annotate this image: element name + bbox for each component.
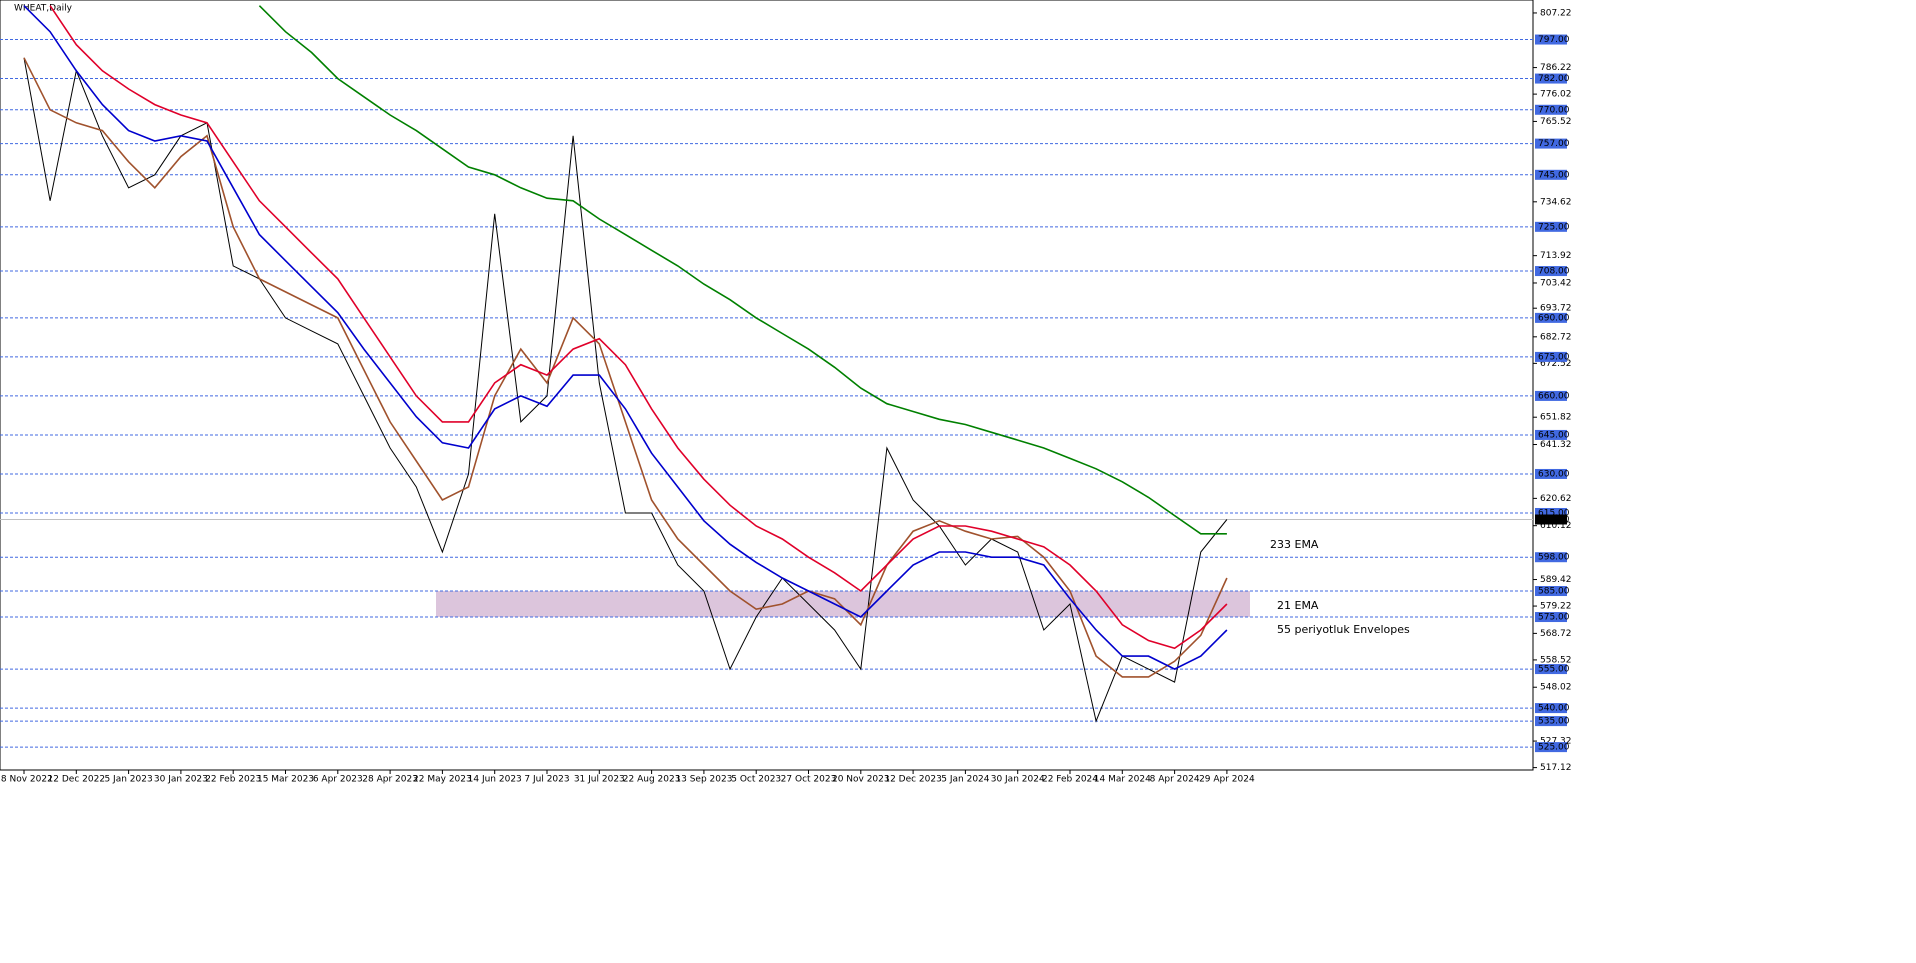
level-label-box	[1535, 221, 1567, 232]
y-tick-label: 713.92	[1540, 251, 1572, 261]
y-tick-label: 610.12	[1540, 521, 1572, 531]
y-tick-label: 734.62	[1540, 197, 1572, 207]
level-label-box	[1535, 703, 1567, 714]
y-tick-label: 548.02	[1540, 683, 1572, 693]
y-tick-label: 682.72	[1540, 332, 1572, 342]
level-label-box	[1535, 312, 1567, 323]
level-label: 585.00	[1538, 587, 1570, 597]
level-label-box	[1535, 351, 1567, 362]
level-label: 645.00	[1538, 430, 1570, 440]
level-label: 745.00	[1538, 170, 1570, 180]
level-label-box	[1535, 716, 1567, 727]
level-label: 555.00	[1538, 665, 1570, 675]
x-tick-label: 30 Jan 2023	[154, 775, 208, 785]
x-tick-label: 5 Jan 2023	[104, 775, 152, 785]
level-label-box	[1535, 664, 1567, 675]
y-tick-label: 807.22	[1540, 8, 1572, 18]
x-tick-label: 22 May 2023	[413, 775, 472, 785]
level-label: 797.00	[1538, 35, 1570, 45]
x-tick-label: 22 Aug 2023	[623, 775, 681, 785]
series-line	[23, 5, 1228, 670]
level-label: 725.00	[1538, 222, 1570, 232]
series-label: 55 periyotluk Envelopes	[1277, 623, 1410, 636]
level-label-box	[1535, 586, 1567, 597]
series-line	[258, 5, 1227, 535]
level-label: 770.00	[1538, 105, 1570, 115]
level-label: 675.00	[1538, 352, 1570, 362]
level-label-box	[1535, 138, 1567, 149]
level-label-box	[1535, 169, 1567, 180]
x-tick-label: 12 Dec 2023	[884, 775, 942, 785]
series-line	[23, 57, 1228, 723]
x-tick-label: 22 Feb 2024	[1042, 775, 1098, 785]
x-tick-label: 28 Apr 2023	[362, 775, 418, 785]
x-tick-label: 15 Mar 2023	[257, 775, 314, 785]
level-label: 535.00	[1538, 717, 1570, 727]
x-tick-label: 12 Dec 2022	[48, 775, 106, 785]
y-tick-label: 776.02	[1540, 90, 1572, 100]
x-tick-label: 13 Sep 2023	[675, 775, 732, 785]
x-tick-label: 7 Jul 2023	[524, 775, 569, 785]
level-label: 630.00	[1538, 469, 1570, 479]
level-label-box	[1535, 73, 1567, 84]
x-tick-label: 20 Nov 2023	[832, 775, 890, 785]
x-tick-label: 31 Jul 2023	[574, 775, 625, 785]
level-label-box	[1535, 742, 1567, 753]
x-tick-label: 30 Jan 2024	[991, 775, 1045, 785]
y-tick-label: 641.32	[1540, 440, 1572, 450]
last-price-box	[1535, 514, 1567, 525]
series-line	[49, 5, 1228, 650]
series-label: 233 EMA	[1270, 538, 1319, 551]
y-tick-label: 786.22	[1540, 63, 1572, 73]
x-tick-label: 14 Mar 2024	[1094, 775, 1151, 785]
y-tick-label: 765.52	[1540, 117, 1572, 127]
y-tick-label: 703.42	[1540, 278, 1572, 288]
plot-area	[0, 0, 1534, 771]
x-tick-label: 6 Apr 2023	[313, 775, 363, 785]
y-tick-label: 579.22	[1540, 602, 1572, 612]
level-label-box	[1535, 34, 1567, 45]
x-tick-label: 8 Apr 2024	[1150, 775, 1200, 785]
x-tick-label: 14 Jun 2023	[468, 775, 522, 785]
x-tick-label: 18 Nov 2022	[0, 775, 53, 785]
series-line	[23, 57, 1228, 678]
x-tick-label: 5 Jan 2024	[941, 775, 989, 785]
y-tick-label: 527.32	[1540, 737, 1572, 747]
x-tick-label: 5 Oct 2023	[731, 775, 781, 785]
y-tick-label: 589.42	[1540, 575, 1572, 585]
x-tick-label: 27 Oct 2023	[781, 775, 837, 785]
level-label: 708.00	[1538, 267, 1570, 277]
level-label-box	[1535, 468, 1567, 479]
level-label: 525.00	[1538, 743, 1570, 753]
level-label: 575.00	[1538, 613, 1570, 623]
x-tick-label: 22 Feb 2023	[205, 775, 261, 785]
y-tick-label: 568.72	[1540, 629, 1572, 639]
chart-title: WHEAT,Daily	[14, 4, 73, 14]
level-label-box	[1535, 552, 1567, 563]
level-label: 598.00	[1538, 553, 1570, 563]
level-label-box	[1535, 429, 1567, 440]
level-label: 615.00	[1538, 508, 1570, 518]
y-tick-label: 651.82	[1540, 413, 1572, 423]
x-tick-label: 29 Apr 2024	[1199, 775, 1255, 785]
y-tick-label: 693.72	[1540, 304, 1572, 314]
y-tick-label: 620.62	[1540, 494, 1572, 504]
y-tick-label: 517.12	[1540, 763, 1572, 773]
level-label-box	[1535, 390, 1567, 401]
level-label: 660.00	[1538, 391, 1570, 401]
level-label: 782.00	[1538, 74, 1570, 84]
level-label: 757.00	[1538, 139, 1570, 149]
level-label: 690.00	[1538, 313, 1570, 323]
level-label-box	[1535, 104, 1567, 115]
y-tick-label: 672.52	[1540, 359, 1572, 369]
support-zone	[436, 591, 1250, 618]
series-label: 21 EMA	[1277, 599, 1319, 612]
level-label-box	[1535, 266, 1567, 277]
level-label: 540.00	[1538, 704, 1570, 714]
y-tick-label: 558.52	[1540, 655, 1572, 665]
last-price-label: 612.50	[1538, 515, 1570, 525]
level-label-box	[1535, 507, 1567, 518]
level-label-box	[1535, 612, 1567, 623]
